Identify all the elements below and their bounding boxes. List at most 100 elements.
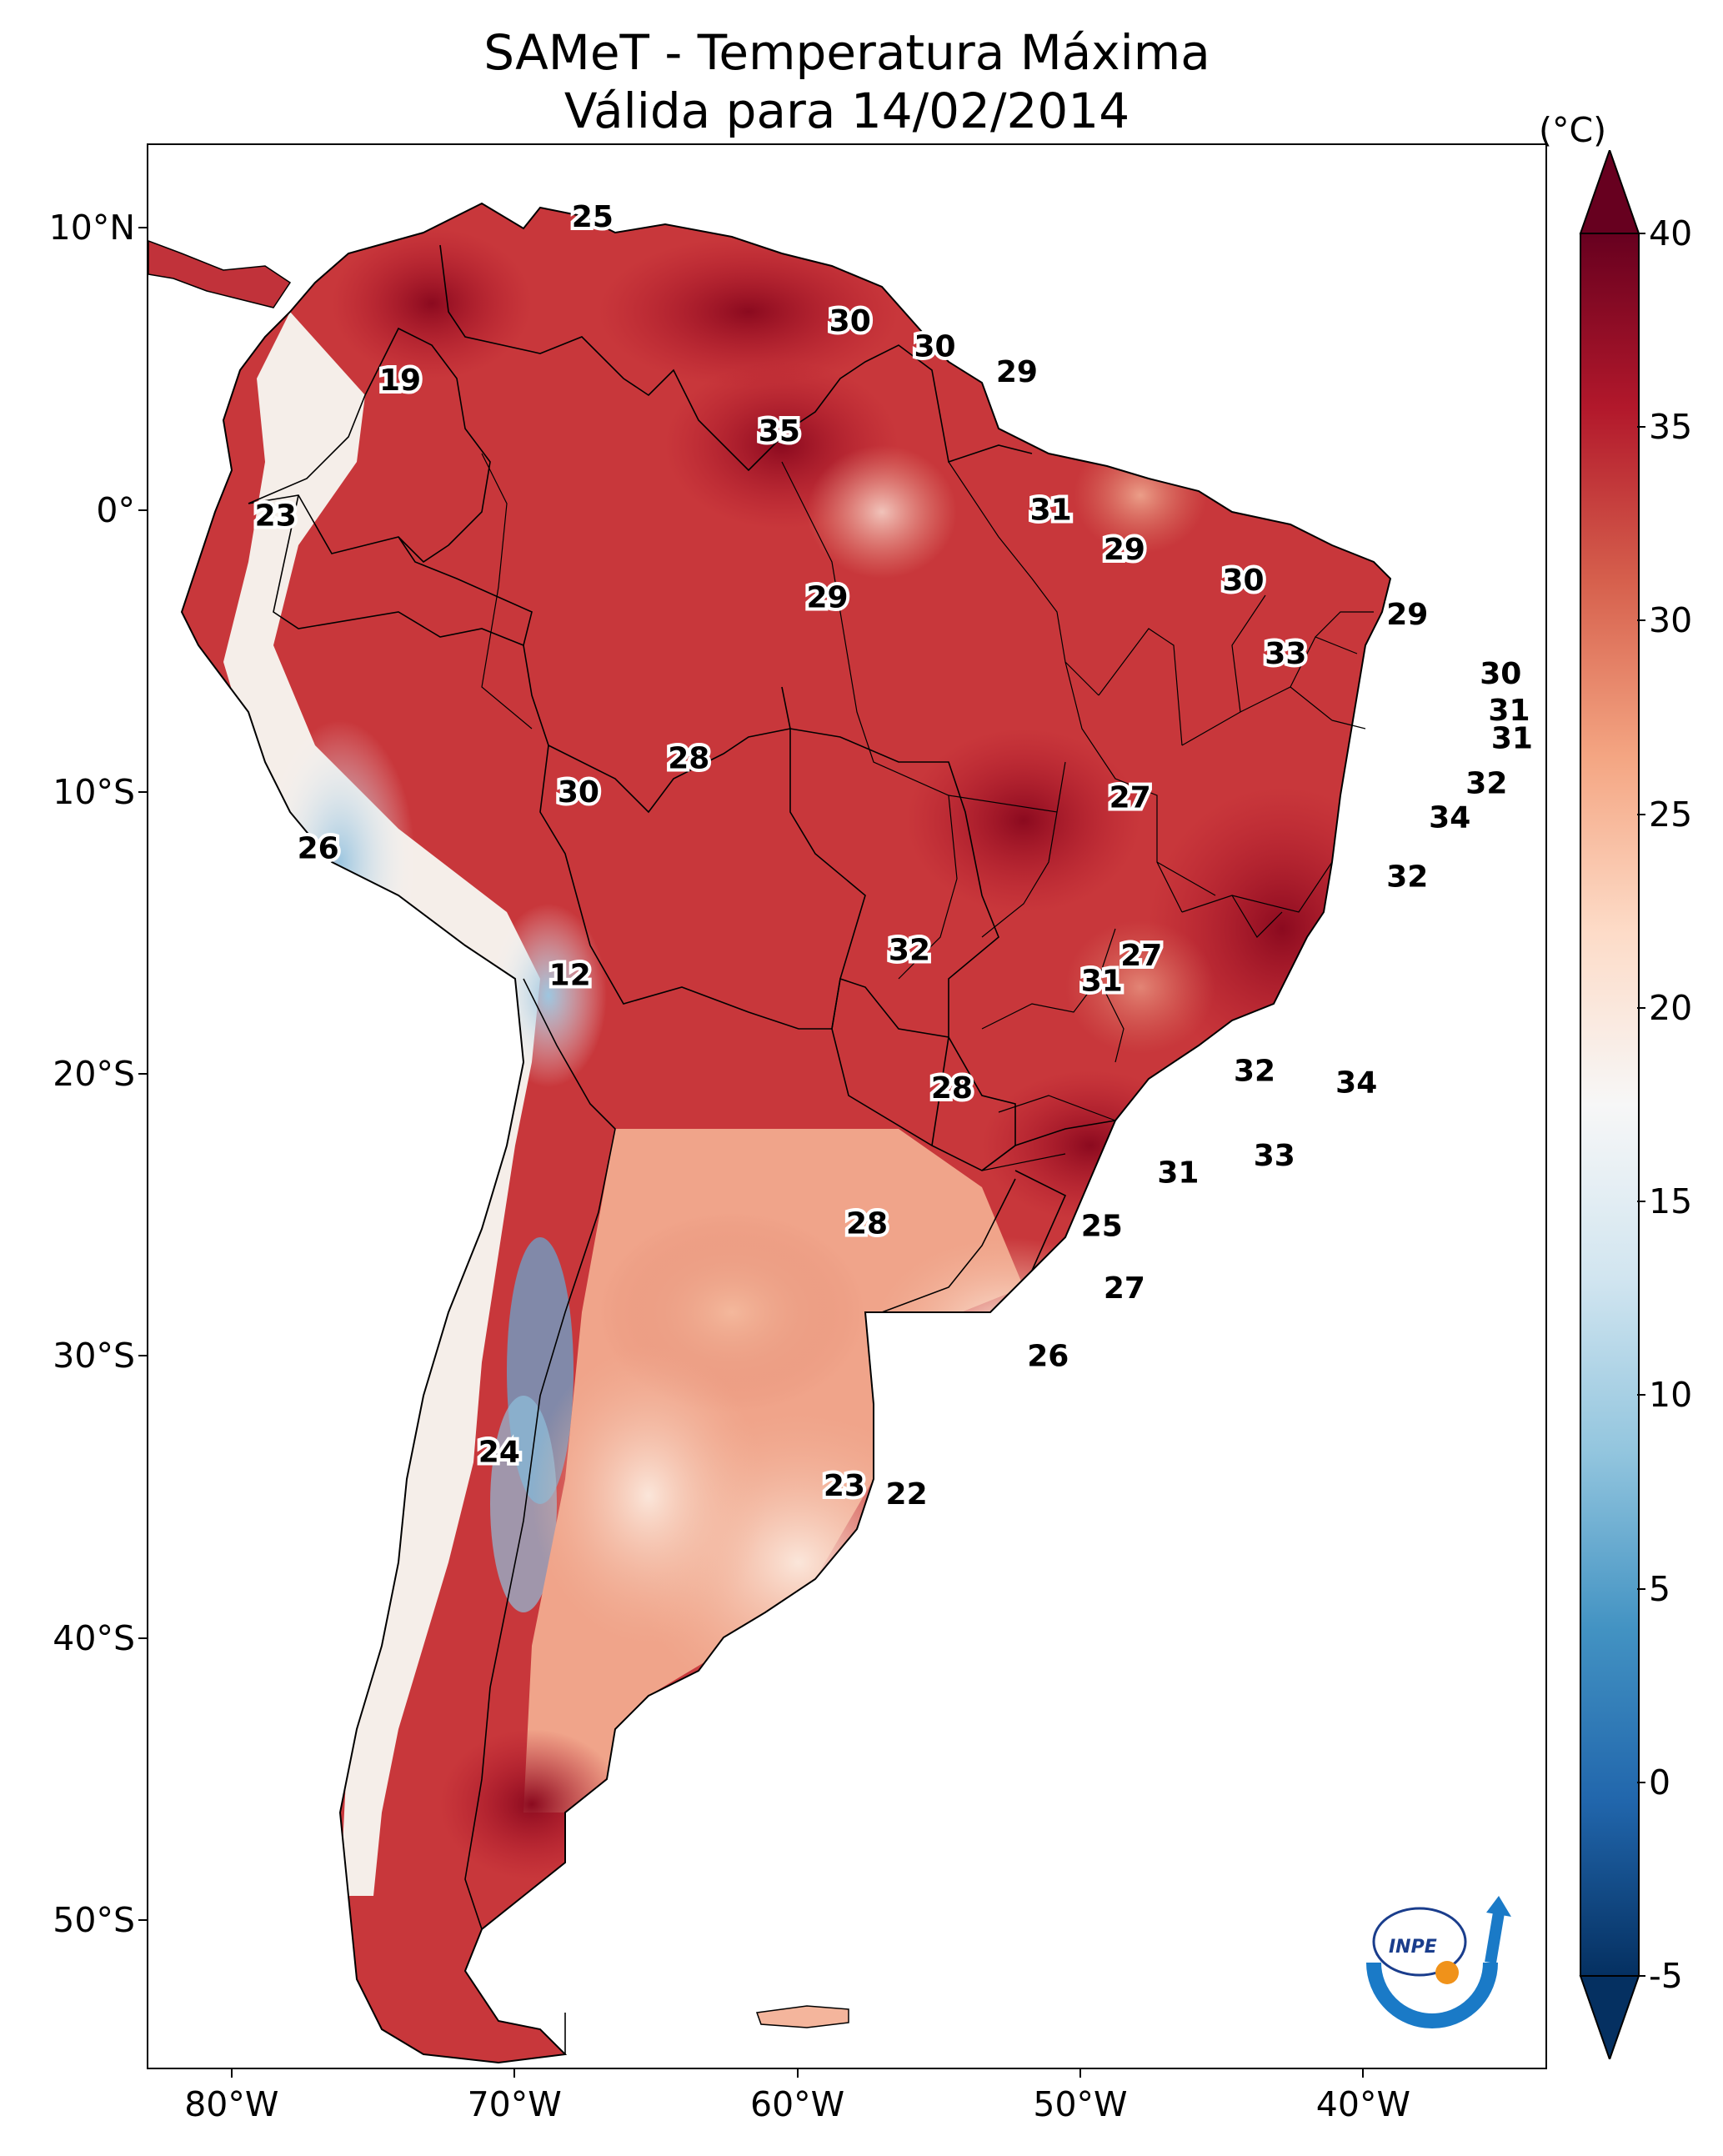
station-label: 31 [1081, 964, 1123, 998]
lon-tick-mark [796, 2069, 799, 2078]
colorbar-tick-mark [1637, 1201, 1645, 1203]
lat-tick-mark [138, 790, 147, 793]
station-label: 12 [549, 959, 591, 993]
colorbar-tick-label: 30 [1649, 600, 1693, 641]
lat-tick-mark [138, 1073, 147, 1075]
colorbar-tick-mark [1637, 1975, 1645, 1977]
coastline [180, 202, 1392, 2064]
state-borders [481, 453, 1374, 1171]
country-borders [248, 244, 1116, 2054]
falkland-islands [755, 2005, 849, 2028]
lon-tick-label: 60°W [749, 2084, 845, 2124]
station-label: 22 [886, 1477, 928, 1512]
station-label: 29 [806, 581, 848, 615]
station-label: 29 [1104, 533, 1145, 567]
station-label: 26 [298, 832, 339, 866]
station-label: 23 [255, 499, 297, 533]
logo-text: INPE [1389, 1937, 1437, 1958]
map-title: SAMeT - Temperatura Máxima [483, 24, 1210, 81]
station-label: 31 [1157, 1156, 1199, 1190]
lat-tick-label: 10°N [48, 208, 135, 248]
colorbar-tick-label: 20 [1649, 987, 1693, 1028]
station-label: 32 [1234, 1055, 1275, 1089]
colorbar-tick-mark [1637, 619, 1645, 622]
colorbar-tick-label: 10 [1649, 1375, 1693, 1416]
station-label: 19 [379, 364, 421, 398]
colorbar-tick-label: 5 [1649, 1568, 1671, 1609]
station-label: 27 [1109, 781, 1151, 815]
lat-tick-label: 0° [96, 489, 135, 530]
station-label: 28 [931, 1071, 973, 1106]
station-label: 23 [824, 1469, 865, 1503]
lat-tick-mark [138, 1355, 147, 1357]
logo-orbit [1372, 1907, 1467, 1977]
station-label: 25 [1081, 1210, 1123, 1244]
station-label: 32 [1465, 767, 1507, 801]
lon-tick-mark [1079, 2069, 1081, 2078]
station-label: 30 [558, 775, 599, 810]
colorbar-tick-mark [1637, 1006, 1645, 1009]
station-label: 30 [914, 330, 955, 364]
station-label: 30 [1222, 564, 1264, 598]
station-label: 27 [1104, 1271, 1145, 1306]
logo-sun-icon [1435, 1961, 1459, 1984]
station-label: 28 [846, 1206, 888, 1241]
lon-tick-mark [1362, 2069, 1365, 2078]
lat-tick-mark [138, 1918, 147, 1921]
lat-tick-label: 10°S [53, 771, 135, 812]
station-label: 25 [572, 200, 614, 234]
colorbar-tick-label: 40 [1649, 213, 1693, 253]
station-label: 31 [1491, 722, 1533, 756]
logo-arrow-stem [1485, 1911, 1505, 1964]
map-subtitle: Válida para 14/02/2014 [563, 83, 1130, 139]
lat-tick-mark [138, 1637, 147, 1639]
colorbar [1579, 150, 1640, 2059]
lon-tick-label: 80°W [184, 2084, 279, 2124]
station-label: 33 [1265, 637, 1306, 671]
station-label: 28 [668, 741, 709, 775]
colorbar-tick-mark [1637, 426, 1645, 429]
lon-tick-label: 50°W [1033, 2084, 1128, 2124]
station-label: 31 [1488, 694, 1530, 728]
lat-tick-mark [138, 227, 147, 229]
station-label: 29 [1386, 598, 1428, 632]
temperature-field [182, 203, 1390, 2063]
lon-tick-mark [230, 2069, 233, 2078]
station-label: 34 [1429, 800, 1470, 835]
station-label: 30 [1480, 657, 1521, 691]
colorbar-gradient [1580, 233, 1640, 1977]
station-label: 24 [478, 1435, 520, 1469]
map-panel: 25 30 30 29 19 35 23 31 29 30 29 29 33 30 31 31 28 32 27 30… [147, 143, 1547, 2069]
colorbar-tick-label: 0 [1649, 1762, 1671, 1803]
colorbar-tick-mark [1637, 233, 1645, 234]
colorbar-unit: (°C) [1539, 110, 1607, 150]
colorbar-tick-label: 15 [1649, 1181, 1693, 1222]
station-label: 31 [1030, 494, 1072, 528]
colorbar-tick-mark [1637, 813, 1645, 815]
colorbar-tick-label: 35 [1649, 407, 1693, 448]
colorbar-tick-label: -5 [1649, 1956, 1683, 1996]
station-label: 32 [1386, 860, 1428, 894]
colorbar-tick-label: 25 [1649, 794, 1693, 835]
lon-tick-label: 40°W [1315, 2084, 1410, 2124]
lat-tick-label: 30°S [53, 1336, 135, 1376]
station-label: 32 [889, 933, 930, 967]
lat-tick-label: 40°S [53, 1617, 135, 1658]
central-america-landmass [148, 240, 292, 308]
lat-tick-label: 20°S [53, 1054, 135, 1095]
inpe-logo: INPE [1366, 1896, 1511, 2028]
lat-tick-label: 50°S [53, 1899, 135, 1940]
colorbar-min-arrow [1579, 1975, 1640, 2059]
lon-tick-mark [513, 2069, 516, 2078]
colorbar-max-arrow [1579, 150, 1640, 234]
colorbar-tick-mark [1637, 1587, 1645, 1590]
colorbar-tick-mark [1637, 1394, 1645, 1396]
station-label: 30 [829, 304, 871, 338]
station-label: 29 [996, 355, 1038, 389]
station-label: 33 [1254, 1139, 1295, 1173]
station-label: 27 [1120, 939, 1162, 973]
station-label: 35 [759, 414, 800, 449]
lon-tick-label: 70°W [467, 2084, 562, 2124]
